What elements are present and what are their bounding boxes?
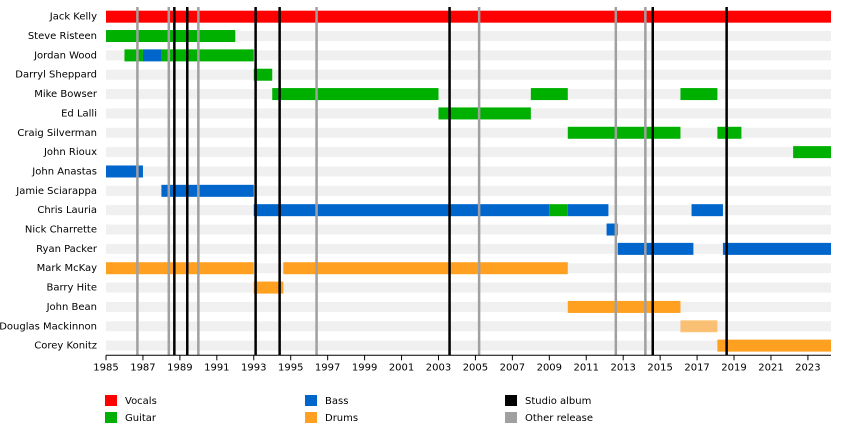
member-bar — [717, 126, 742, 139]
x-tick-label: 2003 — [426, 362, 451, 373]
x-tick-label: 2013 — [610, 362, 635, 373]
member-bar — [438, 107, 531, 120]
x-tick-label: 1999 — [352, 362, 377, 373]
x-tick-label: 2021 — [758, 362, 783, 373]
legend-swatch — [105, 412, 117, 423]
member-bar — [793, 146, 831, 159]
member-bar — [530, 88, 568, 101]
member-bar — [691, 204, 723, 217]
legend-label: Studio album — [525, 396, 591, 407]
member-bar — [606, 223, 618, 236]
member-bar — [680, 320, 718, 333]
member-name: Jamie Sciarappa — [15, 186, 97, 197]
member-bar — [253, 281, 284, 294]
member-bar — [253, 204, 550, 217]
member-bar — [106, 30, 236, 43]
legend-label: Vocals — [125, 396, 157, 407]
x-tick-label: 2001 — [389, 362, 414, 373]
member-name: Ryan Packer — [36, 244, 98, 255]
x-tick-label: 2015 — [647, 362, 672, 373]
row-stripe — [106, 89, 831, 100]
row-stripe — [106, 243, 831, 254]
member-bar — [722, 242, 831, 255]
x-tick-label: 2019 — [721, 362, 746, 373]
member-bar — [567, 126, 681, 139]
member-bar — [567, 204, 609, 217]
member-name: Corey Konitz — [34, 341, 97, 352]
legend-swatch — [105, 395, 117, 406]
member-name: Mike Bowser — [34, 89, 98, 100]
member-bar — [106, 10, 831, 23]
legend-label: Guitar — [125, 413, 157, 424]
member-bar — [283, 262, 568, 275]
legend-swatch — [505, 412, 517, 423]
row-stripe — [106, 127, 831, 138]
member-name: John Anastas — [31, 166, 97, 177]
row-stripe — [106, 166, 831, 177]
row-stripe — [106, 185, 831, 196]
x-tick-label: 1995 — [278, 362, 303, 373]
member-bar — [253, 68, 273, 81]
member-bar — [142, 49, 162, 62]
member-name: John Rioux — [43, 147, 97, 158]
x-tick-label: 2023 — [795, 362, 820, 373]
x-tick-label: 1985 — [93, 362, 118, 373]
row-stripe — [106, 69, 831, 80]
legend-label: Drums — [325, 413, 358, 424]
member-bar — [272, 88, 439, 101]
x-tick-label: 2011 — [574, 362, 599, 373]
member-bar — [161, 184, 254, 197]
member-name: Jordan Wood — [33, 50, 97, 61]
x-tick-label: 2009 — [537, 362, 562, 373]
row-stripe — [106, 321, 831, 332]
member-name: Barry Hite — [46, 283, 97, 294]
legend-swatch — [305, 395, 317, 406]
row-stripe — [106, 31, 831, 42]
row-stripe — [106, 301, 831, 312]
member-name: Craig Silverman — [17, 128, 97, 139]
legend-label: Bass — [325, 396, 348, 407]
member-name: Steve Risteen — [28, 31, 97, 42]
x-tick-label: 1991 — [204, 362, 229, 373]
row-stripe — [106, 224, 831, 235]
legend-label: Other release — [525, 413, 593, 424]
member-name: Jack Kelly — [49, 12, 97, 23]
member-name: Darryl Sheppard — [15, 70, 97, 81]
member-name: Nick Charrette — [25, 225, 97, 236]
member-name: John Bean — [46, 302, 97, 313]
member-name: Chris Lauria — [37, 205, 97, 216]
row-stripe — [106, 340, 831, 351]
member-name: Mark McKay — [37, 263, 97, 274]
row-stripe — [106, 282, 831, 293]
row-stripe — [106, 147, 831, 158]
member-bar — [124, 49, 143, 62]
member-bar — [106, 262, 254, 275]
member-bar — [617, 242, 694, 255]
member-bar — [717, 339, 831, 352]
x-tick-label: 1997 — [315, 362, 340, 373]
member-bar — [549, 204, 568, 217]
member-bar — [106, 165, 143, 178]
x-tick-label: 1987 — [130, 362, 155, 373]
x-tick-label: 1993 — [241, 362, 266, 373]
member-name: Douglas Mackinnon — [0, 321, 97, 332]
x-tick-label: 2017 — [684, 362, 709, 373]
member-name: Ed Lalli — [61, 108, 97, 119]
x-tick-label: 2007 — [500, 362, 525, 373]
member-bar — [567, 300, 681, 313]
x-tick-label: 1989 — [167, 362, 192, 373]
x-tick-label: 2005 — [463, 362, 488, 373]
member-bar — [161, 49, 254, 62]
legend-swatch — [305, 412, 317, 423]
member-bar — [680, 88, 718, 101]
row-stripe — [106, 50, 831, 61]
legend-swatch — [505, 395, 517, 406]
